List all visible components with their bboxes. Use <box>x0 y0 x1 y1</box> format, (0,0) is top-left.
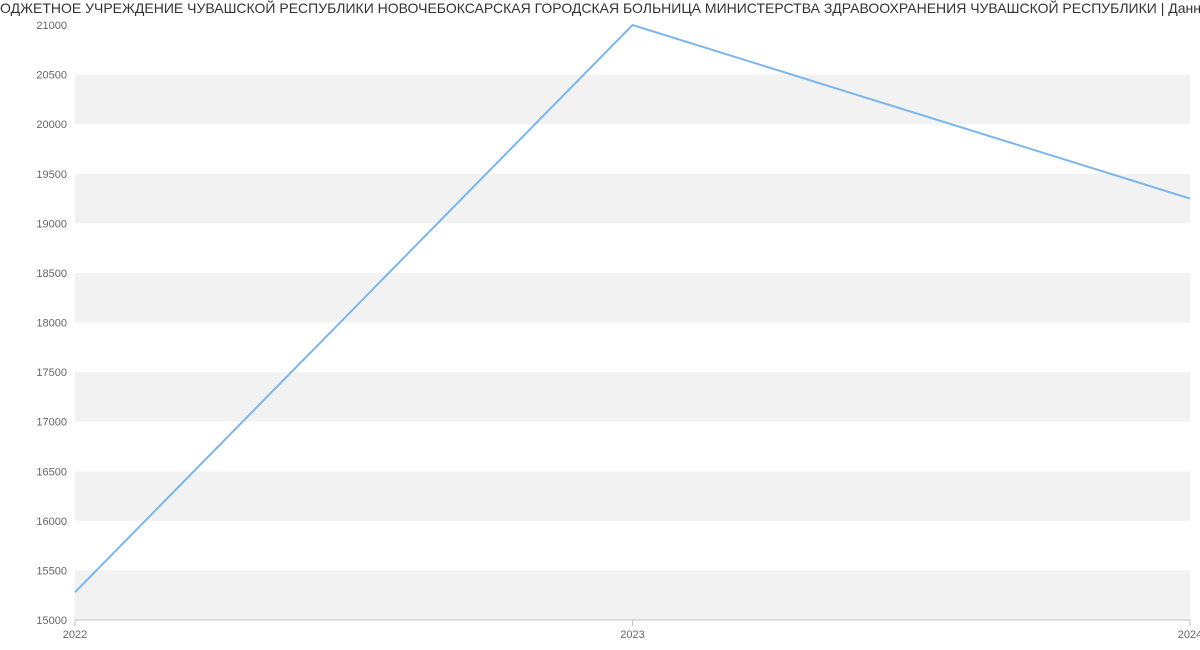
y-tick-label: 17000 <box>36 417 67 429</box>
grid-band <box>75 273 1190 323</box>
grid-band <box>75 471 1190 521</box>
grid-band <box>75 422 1190 472</box>
y-tick-label: 19500 <box>36 169 67 181</box>
y-tick-label: 20000 <box>36 119 67 131</box>
chart-title: ОДЖЕТНОЕ УЧРЕЖДЕНИЕ ЧУВАШСКОЙ РЕСПУБЛИКИ… <box>0 0 1200 16</box>
x-tick-label: 2023 <box>620 629 644 641</box>
y-tick-label: 15500 <box>36 565 67 577</box>
grid-band <box>75 174 1190 224</box>
y-tick-label: 16500 <box>36 466 67 478</box>
grid-band <box>75 223 1190 273</box>
grid-band <box>75 372 1190 422</box>
y-tick-label: 18000 <box>36 318 67 330</box>
line-chart: ОДЖЕТНОЕ УЧРЕЖДЕНИЕ ЧУВАШСКОЙ РЕСПУБЛИКИ… <box>0 0 1200 650</box>
grid-band <box>75 124 1190 174</box>
grid-band <box>75 25 1190 75</box>
y-tick-label: 21000 <box>36 20 67 32</box>
x-tick-label: 2024 <box>1178 629 1200 641</box>
y-tick-label: 17500 <box>36 367 67 379</box>
y-tick-label: 19000 <box>36 218 67 230</box>
y-tick-label: 20500 <box>36 70 67 82</box>
x-tick-label: 2022 <box>63 629 87 641</box>
grid-band <box>75 323 1190 373</box>
y-tick-label: 16000 <box>36 516 67 528</box>
grid-band <box>75 75 1190 125</box>
y-tick-label: 18500 <box>36 268 67 280</box>
y-tick-label: 15000 <box>36 615 67 627</box>
chart-svg: 15000 15500 16000 16500 17000 17500 18000 18500… <box>0 0 1200 650</box>
grid-band <box>75 521 1190 571</box>
grid-band <box>75 570 1190 620</box>
